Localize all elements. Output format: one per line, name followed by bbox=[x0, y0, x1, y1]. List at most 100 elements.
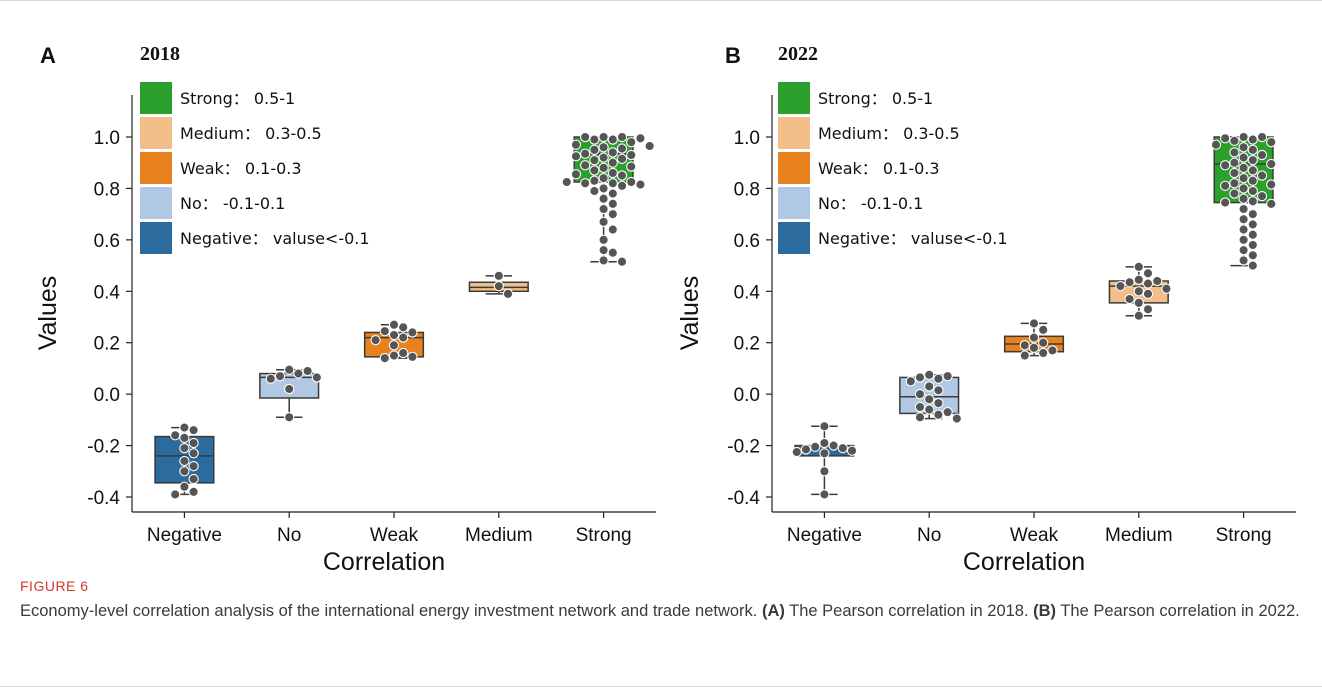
data-point bbox=[905, 376, 916, 387]
data-point bbox=[1038, 347, 1049, 359]
data-point bbox=[1133, 261, 1144, 273]
data-point bbox=[580, 160, 591, 171]
x-tick-label: Negative bbox=[787, 525, 862, 546]
y-tick-label: 1.0 bbox=[734, 128, 760, 149]
data-point bbox=[188, 486, 199, 498]
data-point bbox=[1247, 165, 1258, 176]
legend-label: Strong： 0.5-1 bbox=[818, 89, 933, 108]
data-point bbox=[1161, 283, 1172, 294]
data-point bbox=[942, 406, 953, 418]
data-point bbox=[1142, 278, 1154, 289]
data-point bbox=[914, 401, 926, 413]
data-point bbox=[1256, 149, 1268, 161]
data-point bbox=[1124, 277, 1135, 288]
data-point bbox=[1238, 183, 1249, 194]
data-point bbox=[1256, 131, 1268, 143]
data-point bbox=[626, 136, 637, 148]
data-point bbox=[616, 143, 628, 154]
data-point bbox=[1247, 229, 1258, 240]
data-point bbox=[1133, 274, 1144, 285]
legend-swatch bbox=[140, 152, 172, 184]
legend-swatch bbox=[140, 187, 172, 219]
y-tick-label: 0.8 bbox=[734, 179, 760, 200]
data-point bbox=[598, 172, 609, 184]
legend-label: No： -0.1-0.1 bbox=[818, 194, 923, 213]
legend-swatch bbox=[140, 117, 172, 149]
caption-text-b: The Pearson correlation in 2022. bbox=[1056, 602, 1300, 620]
legend-label: Medium： 0.3-0.5 bbox=[180, 124, 322, 143]
data-point bbox=[924, 369, 935, 381]
box-strong bbox=[1210, 131, 1277, 271]
chart-canvas: A 2018 -0.4 -0.2 0.0 0.2 0.4 0.6 0.8 1.0 Values Neg… bbox=[34, 43, 1296, 575]
data-point bbox=[1038, 324, 1049, 336]
data-point bbox=[644, 140, 655, 152]
data-point bbox=[1142, 268, 1154, 279]
data-point bbox=[598, 216, 609, 228]
data-point bbox=[598, 142, 609, 153]
data-point bbox=[1247, 144, 1258, 156]
data-point bbox=[800, 444, 812, 455]
y-axis-label: Values bbox=[676, 276, 704, 351]
data-point bbox=[791, 446, 802, 458]
data-point bbox=[1238, 214, 1249, 225]
data-point bbox=[1152, 275, 1163, 287]
data-point bbox=[265, 373, 276, 384]
x-tick-label: Medium bbox=[1105, 525, 1173, 546]
data-point bbox=[1028, 332, 1040, 343]
data-point bbox=[1019, 340, 1030, 351]
data-point bbox=[302, 365, 313, 377]
data-point bbox=[942, 370, 953, 382]
data-point bbox=[1247, 185, 1258, 197]
data-point bbox=[819, 421, 830, 432]
caption-label: FIGURE 6 bbox=[20, 578, 89, 594]
data-point bbox=[570, 169, 582, 180]
y-tick-label: -0.4 bbox=[727, 488, 760, 509]
data-point bbox=[598, 234, 609, 246]
data-point bbox=[1266, 136, 1277, 148]
data-point bbox=[388, 329, 400, 341]
data-point bbox=[188, 473, 199, 485]
data-point bbox=[188, 437, 199, 449]
data-point bbox=[626, 161, 637, 172]
data-point bbox=[598, 162, 609, 174]
data-point bbox=[933, 397, 944, 409]
data-point bbox=[616, 256, 628, 267]
y-tick-label: -0.2 bbox=[727, 437, 760, 458]
legend-label: Negative： valuse<-0.1 bbox=[818, 229, 1008, 248]
data-point bbox=[1028, 318, 1040, 329]
data-point bbox=[1247, 134, 1258, 145]
data-point bbox=[1238, 142, 1249, 153]
data-point bbox=[1256, 190, 1268, 202]
data-point bbox=[635, 133, 646, 144]
y-tick-label: 1.0 bbox=[94, 128, 120, 149]
data-point bbox=[188, 460, 199, 472]
data-point bbox=[580, 131, 591, 143]
legend-swatch bbox=[778, 187, 810, 219]
data-point bbox=[1229, 157, 1240, 168]
data-point bbox=[170, 430, 181, 441]
data-point bbox=[1238, 162, 1249, 174]
box-weak bbox=[1003, 318, 1065, 361]
data-point bbox=[1142, 288, 1154, 300]
x-tick-label: No bbox=[277, 525, 301, 546]
data-point bbox=[598, 255, 609, 266]
panel-a: A 2018 -0.4 -0.2 0.0 0.2 0.4 0.6 0.8 1.0 Values Neg… bbox=[34, 43, 656, 575]
data-point bbox=[1247, 154, 1258, 166]
data-point bbox=[933, 385, 944, 396]
data-point bbox=[1238, 234, 1249, 246]
x-tick-label: No bbox=[917, 525, 941, 546]
data-point bbox=[607, 178, 618, 189]
data-point bbox=[1266, 179, 1277, 190]
data-point bbox=[580, 148, 591, 159]
caption-text-a: The Pearson correlation in 2018. bbox=[784, 602, 1034, 620]
data-point bbox=[1247, 250, 1258, 261]
data-point bbox=[1019, 350, 1030, 361]
data-point bbox=[1229, 188, 1240, 199]
caption-ref-b: (B) bbox=[1033, 602, 1057, 620]
data-point bbox=[914, 388, 926, 400]
data-point bbox=[1229, 178, 1240, 189]
data-point bbox=[914, 412, 926, 423]
data-point bbox=[561, 176, 572, 188]
x-tick-label: Medium bbox=[465, 525, 533, 546]
